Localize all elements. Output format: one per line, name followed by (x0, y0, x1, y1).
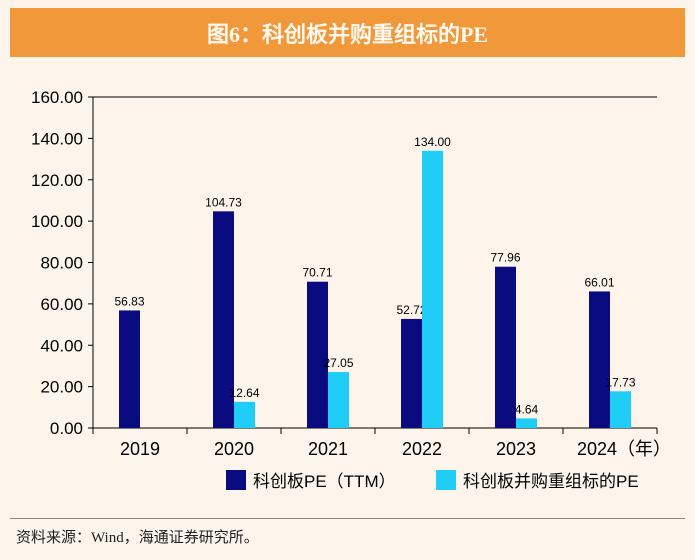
y-tick-label: 0.00 (50, 419, 83, 438)
bar-ma-target-pe (610, 391, 631, 428)
data-label: 70.71 (302, 266, 332, 280)
data-label: 52.72 (396, 303, 426, 317)
legend-item-ma-target-pe-swatch (436, 470, 456, 490)
data-label: 17.73 (605, 375, 635, 389)
bar-ma-target-pe (234, 401, 255, 428)
bar-star-market-pe (307, 281, 328, 428)
legend-item-star-market-pe: 科创板PE（TTM） (253, 472, 396, 491)
data-label: 56.83 (114, 294, 144, 308)
data-label: 12.64 (229, 386, 259, 400)
y-tick-label: 80.00 (40, 254, 83, 273)
legend-item-ma-target-pe: 科创板并购重组标的PE (463, 472, 639, 491)
y-tick-label: 120.00 (31, 171, 83, 190)
y-tick-label: 140.00 (31, 129, 83, 148)
x-tick-label: 2020 (214, 439, 254, 459)
legend-item-star-market-pe-swatch (226, 470, 246, 490)
bar-star-market-pe (589, 291, 610, 428)
data-label: 104.73 (205, 195, 242, 209)
bar-ma-target-pe (422, 150, 443, 428)
data-label: 27.05 (323, 356, 353, 370)
x-tick-label: 2023 (496, 439, 536, 459)
y-tick-label: 20.00 (40, 378, 83, 397)
data-label: 4.64 (515, 402, 539, 416)
x-tick-label: 2021 (308, 439, 348, 459)
data-label: 134.00 (414, 135, 451, 149)
y-tick-label: 160.00 (31, 88, 83, 107)
data-label: 66.01 (584, 275, 614, 289)
footer-divider (10, 518, 685, 519)
bar-star-market-pe (119, 310, 140, 428)
bar-star-market-pe (213, 211, 234, 428)
bar-star-market-pe (495, 266, 516, 428)
bar-ma-target-pe (516, 418, 537, 428)
x-tick-label: 2024（年） (577, 439, 671, 459)
x-tick-label: 2019 (120, 439, 160, 459)
bar-ma-target-pe (328, 372, 349, 428)
chart-title: 图6：科创板并购重组标的PE (10, 8, 685, 57)
source-note: 资料来源：Wind，海通证券研究所。 (16, 530, 259, 546)
data-label: 77.96 (490, 251, 520, 265)
x-tick-label: 2022 (402, 439, 442, 459)
y-tick-label: 60.00 (40, 295, 83, 314)
y-tick-label: 100.00 (31, 212, 83, 231)
bar-star-market-pe (401, 318, 422, 428)
y-tick-label: 40.00 (40, 336, 83, 355)
